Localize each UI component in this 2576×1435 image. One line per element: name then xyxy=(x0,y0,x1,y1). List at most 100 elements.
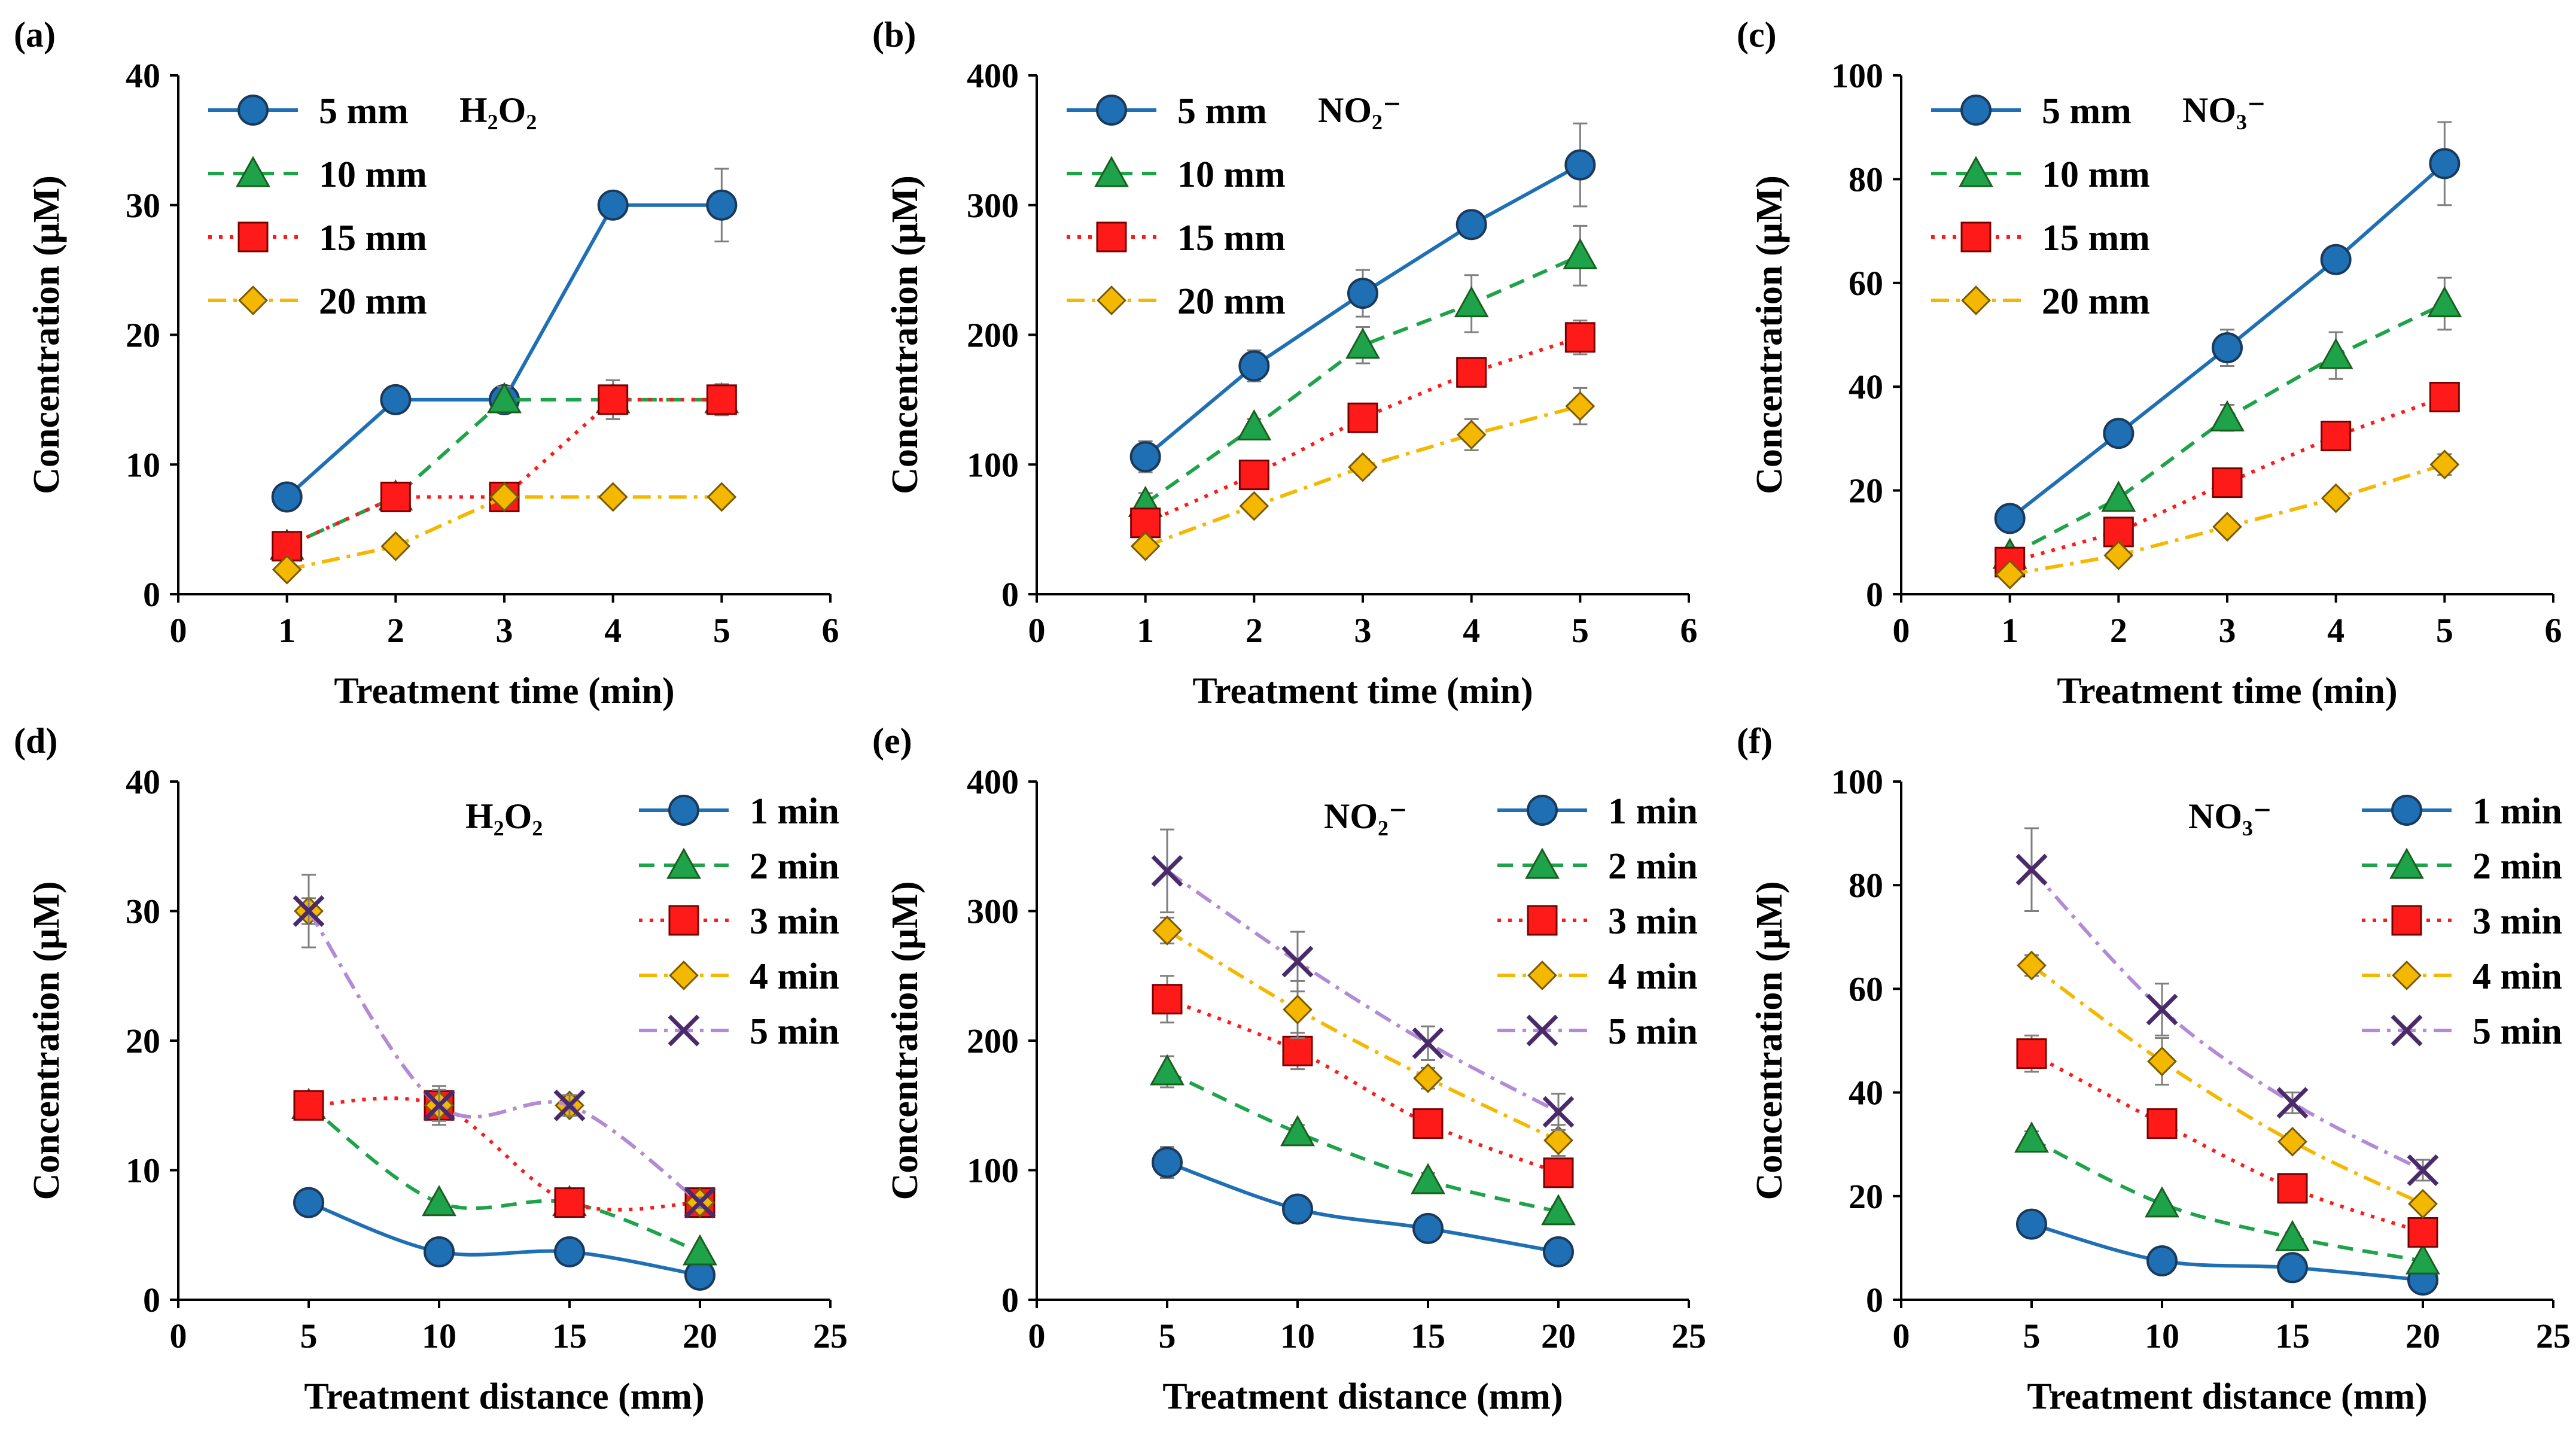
legend-label: 1 min xyxy=(1608,791,1698,832)
data-point xyxy=(2277,1126,2307,1157)
data-point xyxy=(1543,1236,1574,1267)
data-point xyxy=(293,895,325,927)
legend-marker xyxy=(237,221,269,253)
legend-marker xyxy=(1525,847,1560,879)
y-tick-label: 10 xyxy=(126,1151,160,1190)
series-4-min xyxy=(1152,916,1573,1157)
series-3-min xyxy=(1152,975,1574,1188)
data-point xyxy=(1994,503,2026,534)
legend-marker xyxy=(668,795,699,826)
data-point xyxy=(1456,209,1487,241)
series-line xyxy=(307,1200,701,1277)
legend-label: 4 min xyxy=(2473,956,2562,997)
x-tick-label: 15 xyxy=(2275,1317,2310,1355)
panel-label: (e) xyxy=(872,721,912,761)
data-point xyxy=(1283,995,1313,1024)
legend-marker xyxy=(1527,795,1558,826)
legend-label: 2 min xyxy=(1608,846,1698,887)
series-4-min xyxy=(294,896,715,1218)
data-point xyxy=(1348,452,1378,482)
series-line xyxy=(2031,1222,2423,1282)
chart-panel-e: (e) 0 100 200 300 400 0 5 10 15 20 25 Treatment dist… xyxy=(872,721,1706,1417)
y-tick-label: 400 xyxy=(967,56,1019,95)
series-line xyxy=(2030,1137,2423,1263)
series-5-mm xyxy=(1994,121,2461,534)
data-point xyxy=(683,1234,717,1266)
legend-label: 3 min xyxy=(2473,901,2562,942)
x-tick-label: 0 xyxy=(1893,1317,1910,1355)
panel-label: (d) xyxy=(14,721,57,761)
data-point xyxy=(2406,1243,2440,1275)
legend-label: 4 min xyxy=(750,956,839,997)
series-line xyxy=(1166,1070,1559,1214)
data-point xyxy=(1280,1115,1315,1147)
x-axis-label: Treatment time (min) xyxy=(1192,671,1533,712)
data-point xyxy=(1564,322,1595,353)
y-tick-label: 0 xyxy=(143,1281,160,1320)
data-point xyxy=(2277,1173,2308,1204)
data-point xyxy=(1345,327,1380,359)
y-tick-label: 60 xyxy=(1849,969,1883,1008)
data-point xyxy=(1541,1194,1576,1226)
y-tick-label: 0 xyxy=(143,575,160,614)
legend-label: 2 min xyxy=(750,846,839,887)
legend: 1 min 2 min 3 min 4 min 5 min xyxy=(639,791,839,1052)
y-tick-label: 0 xyxy=(1001,1281,1019,1320)
series-line xyxy=(1144,254,1581,505)
legend-label: 15 mm xyxy=(1177,218,1286,259)
y-axis-label: Concentration (μM) xyxy=(885,881,925,1200)
y-axis-label: Concentration (μM) xyxy=(885,175,925,494)
y-tick-label: 80 xyxy=(1849,866,1883,905)
series-2-min xyxy=(291,1087,717,1266)
data-point xyxy=(2429,148,2461,180)
series-line xyxy=(307,1103,701,1254)
x-axis-label: Treatment time (min) xyxy=(2057,671,2397,712)
data-point xyxy=(1542,1096,1575,1128)
species-annotation: NO₂⁻ xyxy=(1324,796,1408,836)
x-tick-label: 0 xyxy=(170,1317,187,1355)
panel-label: (b) xyxy=(872,15,916,54)
data-point xyxy=(1411,1163,1445,1194)
species-annotation: H₂O₂ xyxy=(465,796,543,836)
legend-marker xyxy=(2391,795,2422,826)
x-tick-label: 2 xyxy=(387,611,404,650)
data-point xyxy=(2320,244,2352,275)
legend-marker xyxy=(2392,960,2422,990)
data-point xyxy=(1281,945,1314,978)
x-tick-label: 5 xyxy=(300,1317,318,1355)
legend: 1 min 2 min 3 min 4 min 5 min xyxy=(1497,791,1698,1052)
x-tick-label: 2 xyxy=(2110,611,2127,650)
x-tick-label: 15 xyxy=(1411,1317,1445,1355)
legend-label: 3 min xyxy=(1608,901,1698,942)
data-point xyxy=(1150,1054,1185,1086)
x-tick-label: 0 xyxy=(1028,1317,1046,1355)
legend-label: 4 min xyxy=(1608,956,1698,997)
data-point xyxy=(2014,1121,2049,1153)
legend-marker xyxy=(237,95,269,126)
x-tick-label: 3 xyxy=(1354,611,1372,650)
x-tick-label: 25 xyxy=(813,1317,848,1355)
series-line xyxy=(1166,1160,1559,1254)
data-point xyxy=(1412,1027,1444,1059)
data-point xyxy=(1995,560,2025,589)
data-point xyxy=(1129,441,1161,473)
legend-marker xyxy=(1959,156,1993,187)
y-tick-label: 20 xyxy=(1849,1177,1883,1216)
legend-label: 1 min xyxy=(2473,791,2562,832)
x-tick-label: 4 xyxy=(604,611,622,650)
data-point xyxy=(2212,467,2243,498)
data-point xyxy=(1282,1035,1313,1066)
y-tick-label: 100 xyxy=(1831,56,1883,95)
data-point xyxy=(1454,285,1489,318)
y-tick-label: 0 xyxy=(1866,1281,1883,1320)
legend-label: 15 mm xyxy=(319,218,427,259)
x-tick-label: 6 xyxy=(822,611,839,650)
chart-panel-c: (c) 0 20 40 60 80 100 0 1 2 3 4 5 6 Treatment time (mi… xyxy=(1737,15,2562,712)
data-point xyxy=(1543,1157,1574,1188)
series-line xyxy=(286,397,722,548)
data-point xyxy=(1238,350,1270,382)
series-20-mm xyxy=(1130,387,1595,561)
data-point xyxy=(1347,278,1378,309)
data-point xyxy=(2407,1217,2438,1248)
data-point xyxy=(2321,483,2351,513)
